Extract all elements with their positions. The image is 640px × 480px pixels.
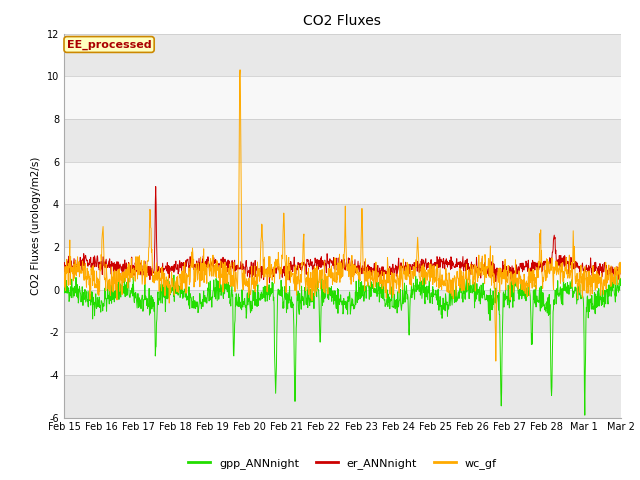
Bar bbox=[64, 247, 621, 289]
Bar bbox=[64, 204, 621, 247]
Bar bbox=[64, 375, 621, 418]
Legend: gpp_ANNnight, er_ANNnight, wc_gf: gpp_ANNnight, er_ANNnight, wc_gf bbox=[184, 454, 501, 473]
Bar bbox=[64, 34, 621, 76]
Title: CO2 Fluxes: CO2 Fluxes bbox=[303, 14, 381, 28]
Bar bbox=[64, 162, 621, 204]
Bar bbox=[64, 289, 621, 332]
Bar bbox=[64, 119, 621, 162]
Text: EE_processed: EE_processed bbox=[67, 39, 152, 49]
Y-axis label: CO2 Fluxes (urology/m2/s): CO2 Fluxes (urology/m2/s) bbox=[31, 156, 41, 295]
Bar bbox=[64, 76, 621, 119]
Bar bbox=[64, 332, 621, 375]
